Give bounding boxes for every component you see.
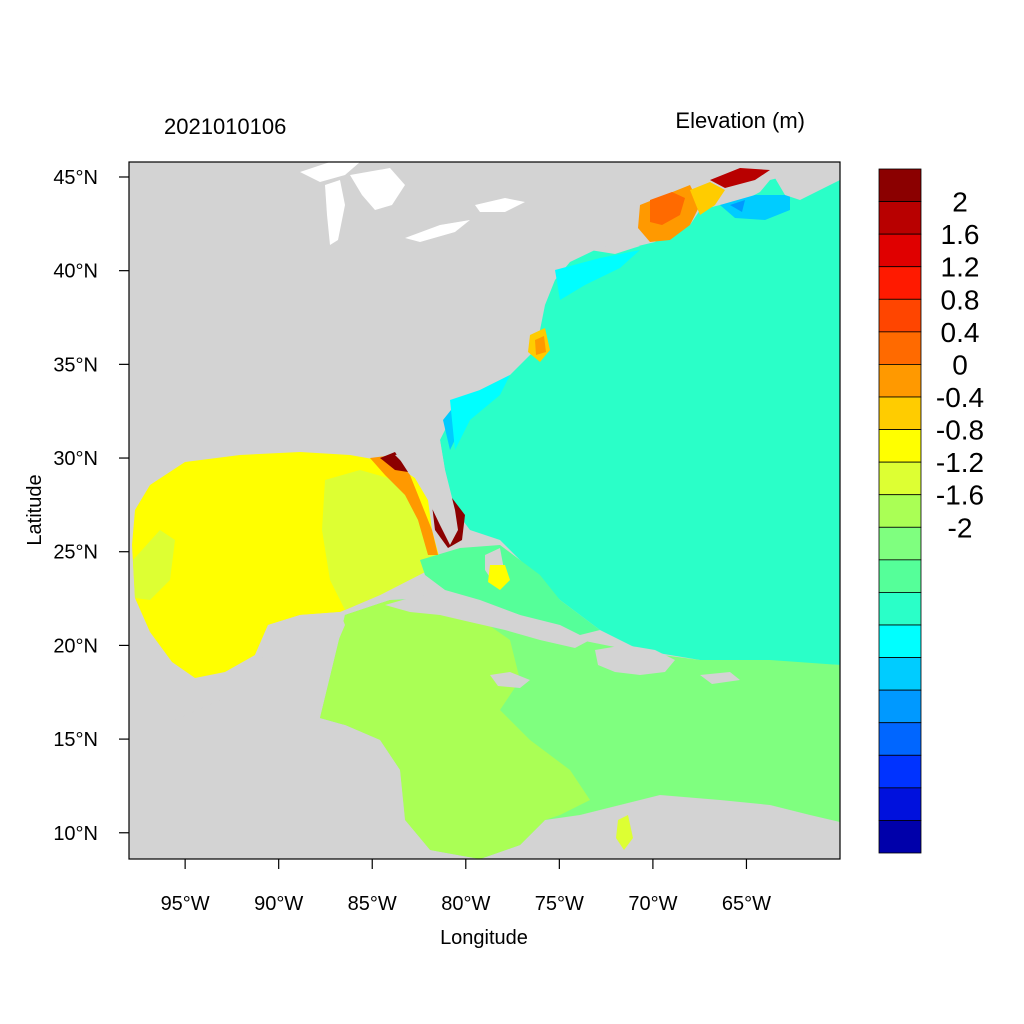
colorbar-swatch xyxy=(878,494,922,528)
colorbar-swatch xyxy=(878,559,922,593)
south-america xyxy=(520,795,840,859)
carolina-shelf-low xyxy=(555,250,640,300)
colorbar-tick-label: 1.6 xyxy=(941,219,980,250)
y-tick-label: 35°N xyxy=(53,354,98,376)
jamaica xyxy=(490,672,530,688)
georgia-bight-mid xyxy=(450,375,510,450)
gulf-of-maine-deep xyxy=(730,200,745,212)
colorbar-swatch xyxy=(878,364,922,398)
colorbar-swatch xyxy=(878,722,922,756)
yucatan-peninsula xyxy=(255,612,345,718)
x-tick-label: 65°W xyxy=(722,893,771,915)
bahamas-surge xyxy=(488,565,510,590)
atlantic-ocean xyxy=(440,162,840,665)
chesapeake-surge-core xyxy=(535,336,546,355)
y-tick-label: 10°N xyxy=(53,823,98,845)
colorbar-tick-label: 0.8 xyxy=(941,284,980,315)
gulf-of-maine-low xyxy=(720,195,790,220)
colorbar-swatch xyxy=(878,526,922,561)
colorbar-swatch xyxy=(878,331,922,365)
colorbar-swatch xyxy=(878,657,922,691)
y-axis: 45°N 40°N 35°N 30°N 25°N 20°N 15°N 10°N xyxy=(53,167,129,845)
hispaniola xyxy=(595,645,675,675)
maine-surge-light xyxy=(690,182,725,215)
lake-maracaibo xyxy=(616,815,633,850)
colorbar-swatch xyxy=(878,461,922,496)
nova-scotia xyxy=(770,162,840,200)
colorbar-swatch xyxy=(878,689,922,724)
colorbar-swatch xyxy=(878,787,922,821)
western-gulf-band xyxy=(133,530,175,600)
y-tick-label: 15°N xyxy=(53,729,98,751)
x-tick-label: 90°W xyxy=(254,893,303,915)
y-tick-label: 40°N xyxy=(53,261,98,283)
colorbar-tick-label: -2 xyxy=(948,512,973,543)
maine-surge-dark xyxy=(710,168,770,188)
x-tick-label: 95°W xyxy=(161,893,210,915)
colorbar-swatch xyxy=(878,754,922,789)
florida-strait xyxy=(420,545,600,640)
x-tick-label: 70°W xyxy=(628,893,677,915)
colorbar-tick-label: -1.6 xyxy=(936,480,984,511)
colorbar-tick-label: 1.2 xyxy=(941,252,980,283)
colorbar: 21.61.20.80.40-0.4-0.8-1.2-1.6-2 xyxy=(878,168,984,854)
big-bend-surge xyxy=(380,452,408,472)
map-area xyxy=(129,162,840,859)
y-tick-label: 20°N xyxy=(53,635,98,657)
lake-huron xyxy=(350,168,405,210)
colorbar-swatch xyxy=(878,201,922,235)
colorbar-swatch xyxy=(878,592,922,626)
long-island xyxy=(590,242,640,254)
western-caribbean xyxy=(320,600,590,859)
x-tick-label: 85°W xyxy=(348,893,397,915)
x-axis: 95°W 90°W 85°W 80°W 75°W 70°W 65°W xyxy=(161,859,771,915)
x-tick-label: 75°W xyxy=(535,893,584,915)
date-title: 2021010106 xyxy=(164,114,286,139)
lake-erie xyxy=(405,220,470,242)
y-tick-label: 30°N xyxy=(53,448,98,470)
new-england-surge-red xyxy=(650,192,685,225)
lake-superior xyxy=(300,162,360,182)
colorbar-swatch xyxy=(878,266,922,300)
y-tick-label: 45°N xyxy=(53,167,98,189)
colorbar-swatch xyxy=(878,396,922,430)
colorbar-tick-label: -0.4 xyxy=(936,382,984,413)
x-tick-label: 80°W xyxy=(441,893,490,915)
lake-michigan xyxy=(325,180,345,245)
colorbar-tick-label: -1.2 xyxy=(936,447,984,478)
colorbar-tick-label: 2 xyxy=(952,187,968,218)
lake-ontario xyxy=(475,198,525,212)
cuba xyxy=(385,595,590,648)
colorbar-tick-label: 0.4 xyxy=(941,317,980,348)
florida-peninsula xyxy=(395,440,458,545)
x-axis-label: Longitude xyxy=(440,927,528,949)
colorbar-swatch xyxy=(878,429,922,463)
y-tick-label: 25°N xyxy=(53,542,98,564)
colorbar-swatch xyxy=(878,624,922,658)
variable-title: Elevation (m) xyxy=(675,108,805,133)
colorbar-swatch xyxy=(878,233,922,268)
colorbar-swatch xyxy=(878,298,922,333)
colorbar-tick-label: 0 xyxy=(952,349,968,380)
central-america xyxy=(129,680,470,859)
plot-frame xyxy=(128,161,841,860)
y-axis-label: Latitude xyxy=(24,474,46,545)
puerto-rico xyxy=(700,672,740,684)
florida-west-surge-orange xyxy=(370,455,438,555)
colorbar-tick-label: -0.8 xyxy=(936,415,984,446)
colorbar-swatch xyxy=(878,820,922,854)
colorbar-swatch xyxy=(878,168,922,202)
